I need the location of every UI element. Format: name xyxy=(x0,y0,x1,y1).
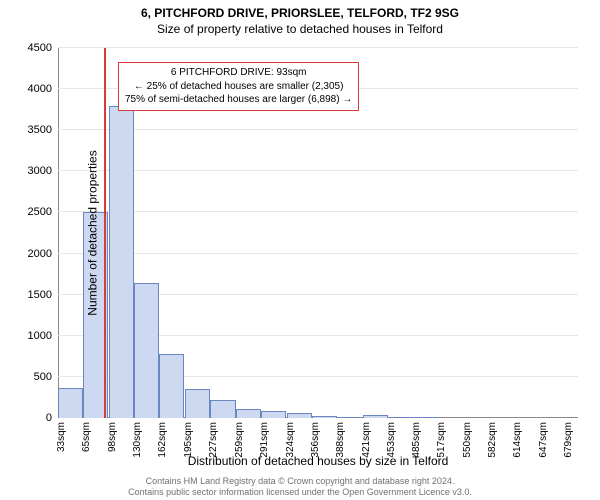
histogram-bar xyxy=(185,389,210,418)
annotation-line: ← 25% of detached houses are smaller (2,… xyxy=(125,80,352,94)
histogram-bar xyxy=(236,409,261,418)
x-tick-label: 421sqm xyxy=(361,422,372,458)
x-tick-label: 582sqm xyxy=(487,422,498,458)
x-axis-label: Distribution of detached houses by size … xyxy=(188,454,449,468)
x-tick-label: 356sqm xyxy=(310,422,321,458)
x-tick-label: 130sqm xyxy=(132,422,143,458)
histogram-bar xyxy=(58,388,83,418)
histogram-bar xyxy=(363,415,388,418)
x-tick-label: 291sqm xyxy=(259,422,270,458)
histogram-bar xyxy=(312,416,337,418)
y-tick-label: 2500 xyxy=(28,206,52,218)
x-tick-label: 517sqm xyxy=(436,422,447,458)
property-marker-line xyxy=(104,48,106,418)
histogram-bar xyxy=(287,413,312,418)
gridline xyxy=(58,47,578,48)
x-tick-label: 324sqm xyxy=(285,422,296,458)
y-tick-label: 2000 xyxy=(28,248,52,260)
y-tick-label: 500 xyxy=(34,371,52,383)
histogram-bar xyxy=(109,106,134,418)
x-tick-label: 259sqm xyxy=(234,422,245,458)
y-axis-label: Number of detached properties xyxy=(86,150,100,315)
x-tick-label: 162sqm xyxy=(157,422,168,458)
histogram-bar xyxy=(413,417,438,418)
footer-line-1: Contains HM Land Registry data © Crown c… xyxy=(0,476,600,487)
y-tick-label: 1000 xyxy=(28,330,52,342)
histogram-bar xyxy=(159,354,184,418)
y-tick-label: 3000 xyxy=(28,165,52,177)
x-tick-label: 679sqm xyxy=(563,422,574,458)
y-tick-label: 4500 xyxy=(28,42,52,54)
histogram-bar xyxy=(134,283,159,418)
page-title: 6, PITCHFORD DRIVE, PRIORSLEE, TELFORD, … xyxy=(0,6,600,20)
histogram-bar xyxy=(261,411,286,418)
histogram-chart: 05001000150020002500300035004000450033sq… xyxy=(58,48,578,418)
annotation-line: 75% of semi-detached houses are larger (… xyxy=(125,93,352,107)
x-tick-label: 65sqm xyxy=(81,422,92,452)
y-tick-label: 3500 xyxy=(28,124,52,136)
gridline xyxy=(58,253,578,254)
x-tick-label: 453sqm xyxy=(386,422,397,458)
x-tick-label: 33sqm xyxy=(56,422,67,452)
y-axis-line xyxy=(58,48,59,418)
y-tick-label: 0 xyxy=(46,412,52,424)
x-tick-label: 98sqm xyxy=(107,422,118,452)
histogram-bar xyxy=(337,417,362,418)
page-subtitle: Size of property relative to detached ho… xyxy=(0,22,600,36)
x-tick-label: 550sqm xyxy=(462,422,473,458)
footer-line-2: Contains public sector information licen… xyxy=(0,487,600,498)
footer-attribution: Contains HM Land Registry data © Crown c… xyxy=(0,476,600,499)
gridline xyxy=(58,129,578,130)
x-tick-label: 647sqm xyxy=(538,422,549,458)
annotation-line: 6 PITCHFORD DRIVE: 93sqm xyxy=(125,66,352,80)
y-tick-label: 1500 xyxy=(28,289,52,301)
y-tick-label: 4000 xyxy=(28,83,52,95)
x-tick-label: 485sqm xyxy=(411,422,422,458)
gridline xyxy=(58,170,578,171)
x-tick-label: 227sqm xyxy=(208,422,219,458)
x-tick-label: 614sqm xyxy=(512,422,523,458)
x-tick-label: 388sqm xyxy=(335,422,346,458)
histogram-bar xyxy=(388,417,413,418)
annotation-box: 6 PITCHFORD DRIVE: 93sqm← 25% of detache… xyxy=(118,62,359,111)
histogram-bar xyxy=(210,400,235,418)
gridline xyxy=(58,211,578,212)
x-tick-label: 195sqm xyxy=(183,422,194,458)
